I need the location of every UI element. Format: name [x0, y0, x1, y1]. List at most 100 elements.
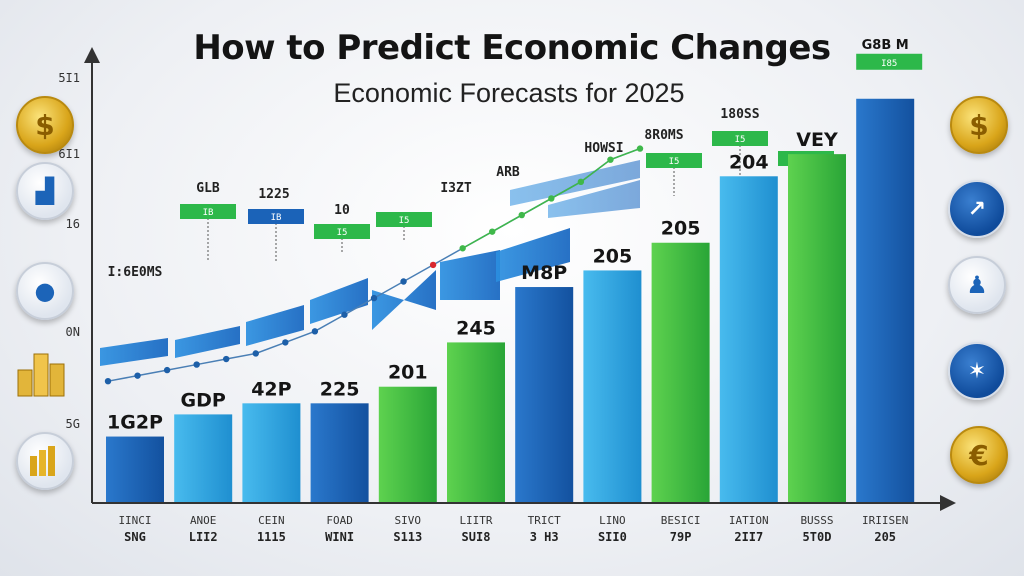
bar	[106, 436, 164, 503]
annotation-label: ARB	[496, 165, 520, 180]
bar-label: 245	[456, 317, 496, 339]
trend-ribbon	[548, 180, 640, 218]
annotation-label: I:6E0MS	[108, 265, 163, 280]
bar	[242, 403, 301, 503]
x-tick-label: WINI	[325, 530, 354, 544]
trend-point	[607, 156, 614, 163]
annotation-tag-text: I5	[669, 157, 680, 167]
annotation-tag-text: I5	[337, 228, 348, 238]
bar-growth-icon: ▟	[16, 162, 74, 220]
bar-label: GDP	[181, 389, 226, 411]
trend-point	[370, 294, 378, 302]
x-tick-label: BUSSS	[800, 514, 833, 527]
bar	[378, 386, 437, 503]
annotation-tag	[314, 224, 370, 239]
bar-label: 201	[388, 362, 428, 384]
piggy-bank-icon: ●	[16, 262, 74, 320]
annotation-tag-text: IB	[271, 213, 282, 223]
y-tick-label: 6I1	[58, 147, 80, 161]
annotation-label: GLB	[196, 181, 220, 196]
x-tick-label: LINO	[599, 514, 626, 527]
y-tick-label: 16	[66, 217, 80, 231]
x-tick-label: 79P	[670, 530, 692, 544]
x-tick-label: IINCI	[118, 514, 151, 527]
trend-ribbon	[372, 270, 436, 330]
bar	[310, 403, 369, 503]
trend-point	[577, 178, 585, 186]
annotation-label: 180SS	[720, 107, 759, 122]
annotation-tag-text: I5	[399, 216, 410, 226]
annotation-tag	[180, 204, 236, 219]
trend-point	[311, 328, 319, 335]
annotation-tag	[646, 153, 702, 168]
trend-ribbon	[175, 326, 240, 358]
bar-label: 204	[729, 151, 769, 173]
bar	[788, 154, 846, 503]
trend-ribbon	[310, 278, 368, 324]
euro-coin-icon: €	[950, 426, 1008, 484]
trend-ribbon	[100, 338, 168, 366]
trend-point	[193, 361, 200, 368]
bar	[719, 176, 778, 503]
trend-point	[104, 377, 112, 385]
y-tick-label: 5I1	[58, 71, 80, 85]
x-tick-label: IRIISEN	[862, 514, 908, 527]
trend-point	[429, 261, 437, 269]
chart-growth-icon: ↗	[948, 180, 1006, 238]
annotation-label: 10	[334, 203, 350, 218]
annotation-label: I3ZT	[440, 181, 471, 196]
page-title: How to Predict Economic Changes	[193, 28, 831, 68]
trend-ribbon	[440, 250, 500, 300]
annotation-tag-text: IB	[203, 208, 214, 218]
trend-point	[223, 355, 230, 363]
x-tick-label: IATION	[729, 514, 769, 527]
trend-ribbon	[510, 160, 640, 206]
page-subtitle: Economic Forecasts for 2025	[333, 78, 685, 108]
x-tick-label: 205	[874, 530, 896, 544]
trend-point	[341, 311, 348, 318]
annotation-tag	[248, 209, 304, 224]
y-tick-label: 5G	[66, 417, 80, 431]
trend-ribbon	[246, 305, 304, 346]
x-tick-label: SNG	[124, 530, 146, 544]
x-tick-label: S113	[393, 530, 422, 544]
bar-tag-text: I85	[881, 59, 897, 69]
bar-label: G8B M	[862, 38, 909, 53]
annotation-tag-text: I5	[735, 135, 746, 145]
x-tick-label: BESICI	[661, 514, 701, 527]
coin-stack-icon	[14, 340, 72, 398]
x-tick-label: TRICT	[528, 514, 561, 527]
bar	[651, 242, 710, 504]
trend-ribbon	[496, 228, 570, 282]
trend-point	[459, 245, 466, 252]
trend-point	[163, 366, 171, 374]
x-tick-label: ANOE	[190, 514, 217, 527]
x-tick-label: 2II7	[734, 530, 763, 544]
x-tick-label: 3 H3	[530, 530, 559, 544]
bar-tag	[856, 53, 923, 70]
annotation-label: HOWSI	[584, 141, 623, 156]
bar	[447, 342, 505, 503]
trend-point	[400, 278, 407, 285]
x-tick-label: SII0	[598, 530, 627, 544]
trend-point	[282, 339, 289, 346]
bar-label: 1G2P	[107, 412, 163, 434]
bar	[583, 270, 642, 503]
gold-bars-icon	[16, 432, 74, 490]
x-tick-label: 1115	[257, 530, 286, 544]
annotation-label: 8R0MS	[644, 128, 683, 143]
bar-label: 225	[320, 378, 360, 400]
trend-point	[636, 145, 644, 152]
trend-point	[548, 195, 555, 202]
annotation-tag	[376, 212, 432, 227]
bar	[856, 98, 915, 503]
trend-point	[489, 228, 496, 235]
x-tick-label: SUI8	[462, 530, 491, 544]
x-tick-label: SIVO	[395, 514, 422, 527]
x-tick-label: 5T0D	[803, 530, 832, 544]
bar-label: 205	[661, 218, 701, 240]
x-tick-label: CEIN	[258, 514, 285, 527]
annotation-label: 1225	[258, 187, 289, 202]
y-tick-label: 0N	[66, 325, 80, 339]
